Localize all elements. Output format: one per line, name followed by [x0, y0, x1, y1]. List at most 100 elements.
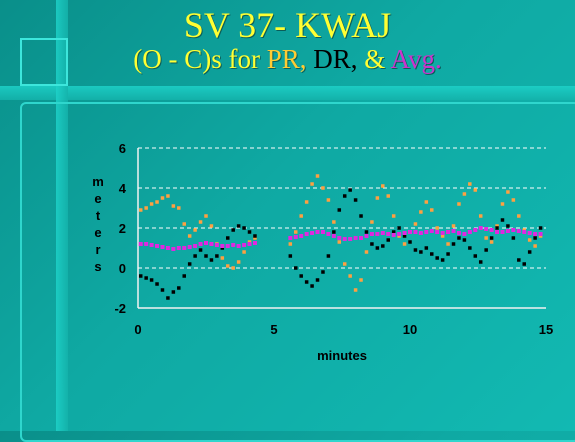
point-avg [359, 236, 364, 240]
point-dr [353, 198, 358, 202]
point-dr [342, 194, 347, 198]
point-avg [369, 232, 374, 236]
y-axis-label-letter: t [96, 208, 101, 223]
point-pr [446, 242, 450, 246]
point-avg [511, 228, 516, 232]
point-pr [288, 242, 293, 246]
point-dr [468, 246, 472, 250]
point-avg [247, 242, 252, 246]
point-avg [225, 244, 230, 248]
point-avg [500, 230, 505, 234]
point-dr [160, 288, 165, 292]
point-pr [294, 230, 298, 234]
point-avg [397, 232, 402, 236]
point-dr [326, 254, 331, 258]
point-avg [242, 243, 247, 247]
point-pr [506, 190, 510, 194]
point-avg [209, 242, 214, 246]
x-tick-labels: 0 5 10 15 [134, 322, 553, 337]
point-pr [304, 200, 309, 204]
point-avg [538, 232, 543, 236]
series-pr [138, 174, 543, 292]
point-dr [166, 296, 170, 300]
point-pr [138, 208, 143, 212]
series-avg [138, 226, 543, 251]
point-avg [375, 232, 380, 236]
decorative-frame-square [20, 38, 68, 86]
point-dr [236, 224, 241, 228]
point-avg [429, 229, 434, 233]
point-dr [370, 242, 374, 246]
point-dr [506, 224, 510, 228]
x-tick-label: 10 [403, 322, 417, 337]
point-avg [252, 241, 257, 245]
point-dr [397, 226, 401, 230]
point-avg [310, 231, 315, 235]
point-dr [435, 256, 439, 260]
point-dr [430, 252, 434, 256]
point-pr [440, 234, 445, 238]
point-pr [489, 240, 494, 244]
point-dr [315, 278, 320, 282]
point-avg [386, 232, 391, 236]
point-dr [451, 242, 456, 246]
point-avg [446, 230, 451, 234]
point-avg [462, 232, 467, 236]
point-avg [380, 231, 385, 235]
y-axis-label-letter: m [92, 174, 104, 189]
point-dr [155, 282, 159, 286]
point-pr [242, 250, 246, 254]
point-pr [220, 256, 225, 260]
point-avg [353, 236, 358, 240]
point-avg [391, 233, 396, 237]
point-avg [231, 243, 236, 247]
point-dr [198, 248, 203, 252]
point-pr [413, 222, 418, 226]
point-avg [176, 246, 181, 250]
point-pr [209, 224, 214, 228]
point-dr [517, 258, 521, 262]
point-avg [489, 228, 494, 232]
point-avg [331, 234, 336, 238]
point-dr [348, 188, 352, 192]
point-pr [193, 228, 197, 232]
point-pr [517, 214, 521, 218]
point-avg [193, 244, 198, 248]
x-tick-label: 15 [539, 322, 553, 337]
point-avg [304, 232, 309, 236]
point-pr [332, 220, 336, 224]
point-avg [288, 236, 293, 240]
point-dr [193, 254, 197, 258]
point-pr [500, 202, 505, 206]
y-tick-label: 6 [119, 141, 126, 156]
subtitle-ampersand: & [364, 44, 386, 74]
x-axis-label: minutes [317, 348, 367, 363]
point-dr [247, 230, 252, 234]
point-dr [144, 276, 148, 280]
point-dr [440, 258, 445, 262]
point-dr [484, 248, 488, 252]
point-avg [533, 232, 538, 236]
point-dr [375, 246, 380, 250]
point-avg [516, 229, 521, 233]
point-pr [187, 234, 192, 238]
y-axis-label-letter: e [94, 225, 101, 240]
point-dr [533, 236, 537, 240]
point-dr [408, 240, 412, 244]
point-pr [370, 220, 374, 224]
point-pr [198, 220, 203, 224]
point-dr [500, 218, 505, 222]
point-dr [489, 236, 494, 240]
point-avg [342, 237, 347, 241]
point-dr [527, 250, 532, 254]
point-avg [440, 231, 445, 235]
point-pr [430, 208, 434, 212]
point-pr [204, 214, 208, 218]
point-pr [253, 236, 257, 240]
point-avg [413, 230, 418, 234]
point-pr [375, 196, 380, 200]
point-avg [484, 227, 489, 231]
point-pr [386, 194, 390, 198]
point-avg [144, 242, 149, 246]
point-dr [391, 230, 396, 234]
